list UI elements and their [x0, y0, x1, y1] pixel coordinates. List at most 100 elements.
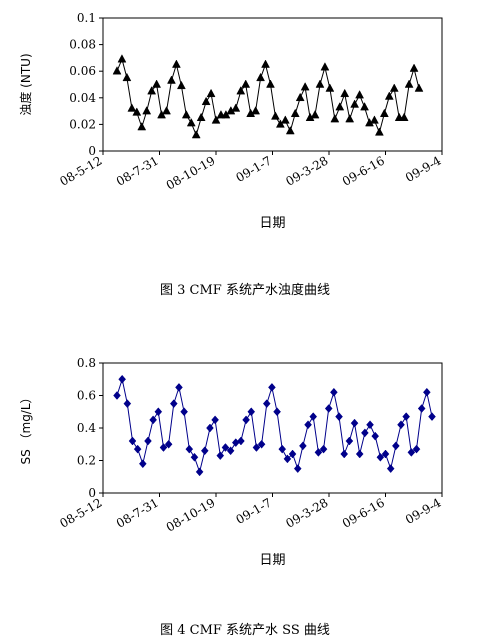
- turbidity-data-point: [355, 90, 365, 99]
- ss-data-point: [262, 399, 271, 409]
- ss-data-point: [417, 404, 426, 413]
- turbidity-data-point: [370, 115, 379, 124]
- turbidity-data-point: [280, 115, 290, 124]
- ss-data-point: [314, 447, 323, 457]
- ss-data-point: [371, 431, 380, 441]
- ss-data-point: [309, 412, 318, 422]
- turbidity-data-point: [256, 72, 265, 82]
- turbidity-data-point: [251, 106, 261, 115]
- turbidity-data-point: [186, 118, 196, 127]
- turbidity-y-tick-label: 0: [88, 144, 96, 158]
- turbidity-data-point: [261, 59, 270, 68]
- ss-data-point: [195, 467, 204, 477]
- turbidity-data-point: [399, 112, 409, 121]
- turbidity-data-point: [295, 92, 305, 102]
- turbidity-data-point: [345, 114, 355, 123]
- ss-data-point: [159, 443, 168, 452]
- ss-data-point: [138, 459, 147, 469]
- turbidity-data-point: [335, 102, 345, 111]
- ss-data-point: [293, 464, 302, 474]
- ss-x-tick-label: 08-7-31: [114, 495, 161, 530]
- ss-data-point: [190, 452, 199, 462]
- turbidity-data-point: [290, 108, 300, 118]
- turbidity-data-point: [379, 108, 389, 118]
- ss-data-point: [206, 423, 214, 433]
- turbidity-data-point: [236, 86, 246, 95]
- turbidity-data-point: [320, 62, 330, 71]
- ss-data-point: [355, 449, 364, 459]
- turbidity-data-point: [231, 103, 241, 112]
- turbidity-data-point: [350, 99, 360, 108]
- ss-data-point: [299, 441, 307, 451]
- ss-data-point: [340, 449, 349, 459]
- turbidity-x-tick-label: 08-7-31: [114, 153, 161, 188]
- turbidity-data-point: [404, 79, 414, 88]
- turbidity-data-point: [325, 83, 335, 92]
- turbidity-data-point: [241, 79, 251, 88]
- ss-data-point: [428, 412, 436, 422]
- ss-data-point: [175, 382, 183, 392]
- ss-data-point: [381, 449, 390, 459]
- ss-data-point: [288, 449, 297, 459]
- turbidity-data-point: [112, 66, 122, 75]
- turbidity-y-tick-label: 0.02: [69, 117, 96, 131]
- turbidity-data-point: [414, 83, 424, 92]
- turbidity-data-point: [206, 88, 216, 98]
- ss-x-tick-label: 09-9-4: [403, 495, 444, 527]
- turbidity-chart: 0 0.02 0.04 0.06 0.08 0.1 08-5-12 08-7-31 08-10-…: [0, 0, 490, 320]
- ss-data-point: [268, 382, 276, 392]
- ss-data-point: [237, 436, 245, 446]
- turbidity-data-point: [266, 79, 275, 88]
- turbidity-x-tick-label: 09-1-7: [234, 153, 274, 184]
- ss-y-tick-label: 0.6: [77, 389, 96, 403]
- turbidity-data-point: [271, 111, 280, 120]
- ss-data-point: [257, 439, 266, 449]
- ss-data-point: [211, 415, 219, 425]
- turbidity-data-point: [176, 80, 186, 90]
- turbidity-data-point: [117, 54, 127, 63]
- turbidity-y-tick-label: 0.06: [69, 64, 96, 78]
- ss-chart-caption: 图 4 CMF 系统产水 SS 曲线: [160, 623, 330, 638]
- turbidity-data-point: [389, 83, 399, 92]
- turbidity-data-point: [171, 59, 181, 68]
- ss-data-point: [200, 446, 209, 456]
- turbidity-data-point: [132, 107, 142, 116]
- ss-data-point: [412, 444, 421, 454]
- turbidity-x-tick-label: 09-9-4: [403, 153, 444, 185]
- ss-y-tick-label: 0.8: [77, 356, 96, 370]
- ss-data-point: [154, 407, 163, 417]
- turbidity-y-tick-label: 0.04: [69, 91, 96, 105]
- turbidity-data-point: [340, 88, 350, 98]
- ss-data-point: [247, 407, 256, 417]
- ss-chart-svg: 0 0.2 0.4 0.6 0.8 08-5-12 08-7-31 08-10-19 09-1-…: [19, 356, 444, 568]
- ss-chart: 0 0.2 0.4 0.6 0.8 08-5-12 08-7-31 08-10-19 09-1-…: [0, 345, 490, 644]
- turbidity-data-point: [374, 127, 384, 136]
- turbidity-data-point: [152, 79, 162, 88]
- ss-data-point: [118, 374, 126, 384]
- ss-data-point: [242, 415, 250, 425]
- ss-data-point: [180, 407, 188, 417]
- turbidity-data-point: [122, 72, 132, 82]
- turbidity-data-point: [142, 106, 152, 115]
- turbidity-data-point: [181, 110, 191, 119]
- turbidity-y-axis-title: 浊度 (NTU): [18, 53, 33, 115]
- ss-data-point: [133, 444, 142, 454]
- ss-data-point: [128, 436, 137, 446]
- turbidity-data-point: [360, 102, 369, 111]
- ss-x-tick-label: 09-1-7: [234, 495, 274, 526]
- ss-data-point: [169, 399, 178, 409]
- turbidity-x-tick-label: 09-3-28: [283, 153, 330, 188]
- turbidity-data-point: [147, 86, 157, 95]
- ss-data-point: [221, 443, 230, 452]
- turbidity-data-point: [310, 110, 320, 119]
- ss-plot-area: [102, 362, 443, 494]
- turbidity-data-point: [201, 96, 211, 106]
- ss-y-axis-title: SS （mg/L）: [19, 391, 33, 464]
- turbidity-x-axis-title: 日期: [259, 216, 285, 231]
- ss-x-tick-label: 09-6-16: [340, 495, 387, 530]
- turbidity-data-point: [285, 126, 295, 135]
- ss-data-point: [345, 436, 354, 446]
- ss-data-point: [423, 387, 431, 397]
- ss-data-point: [304, 420, 312, 430]
- ss-x-tick-label: 09-3-28: [283, 495, 330, 530]
